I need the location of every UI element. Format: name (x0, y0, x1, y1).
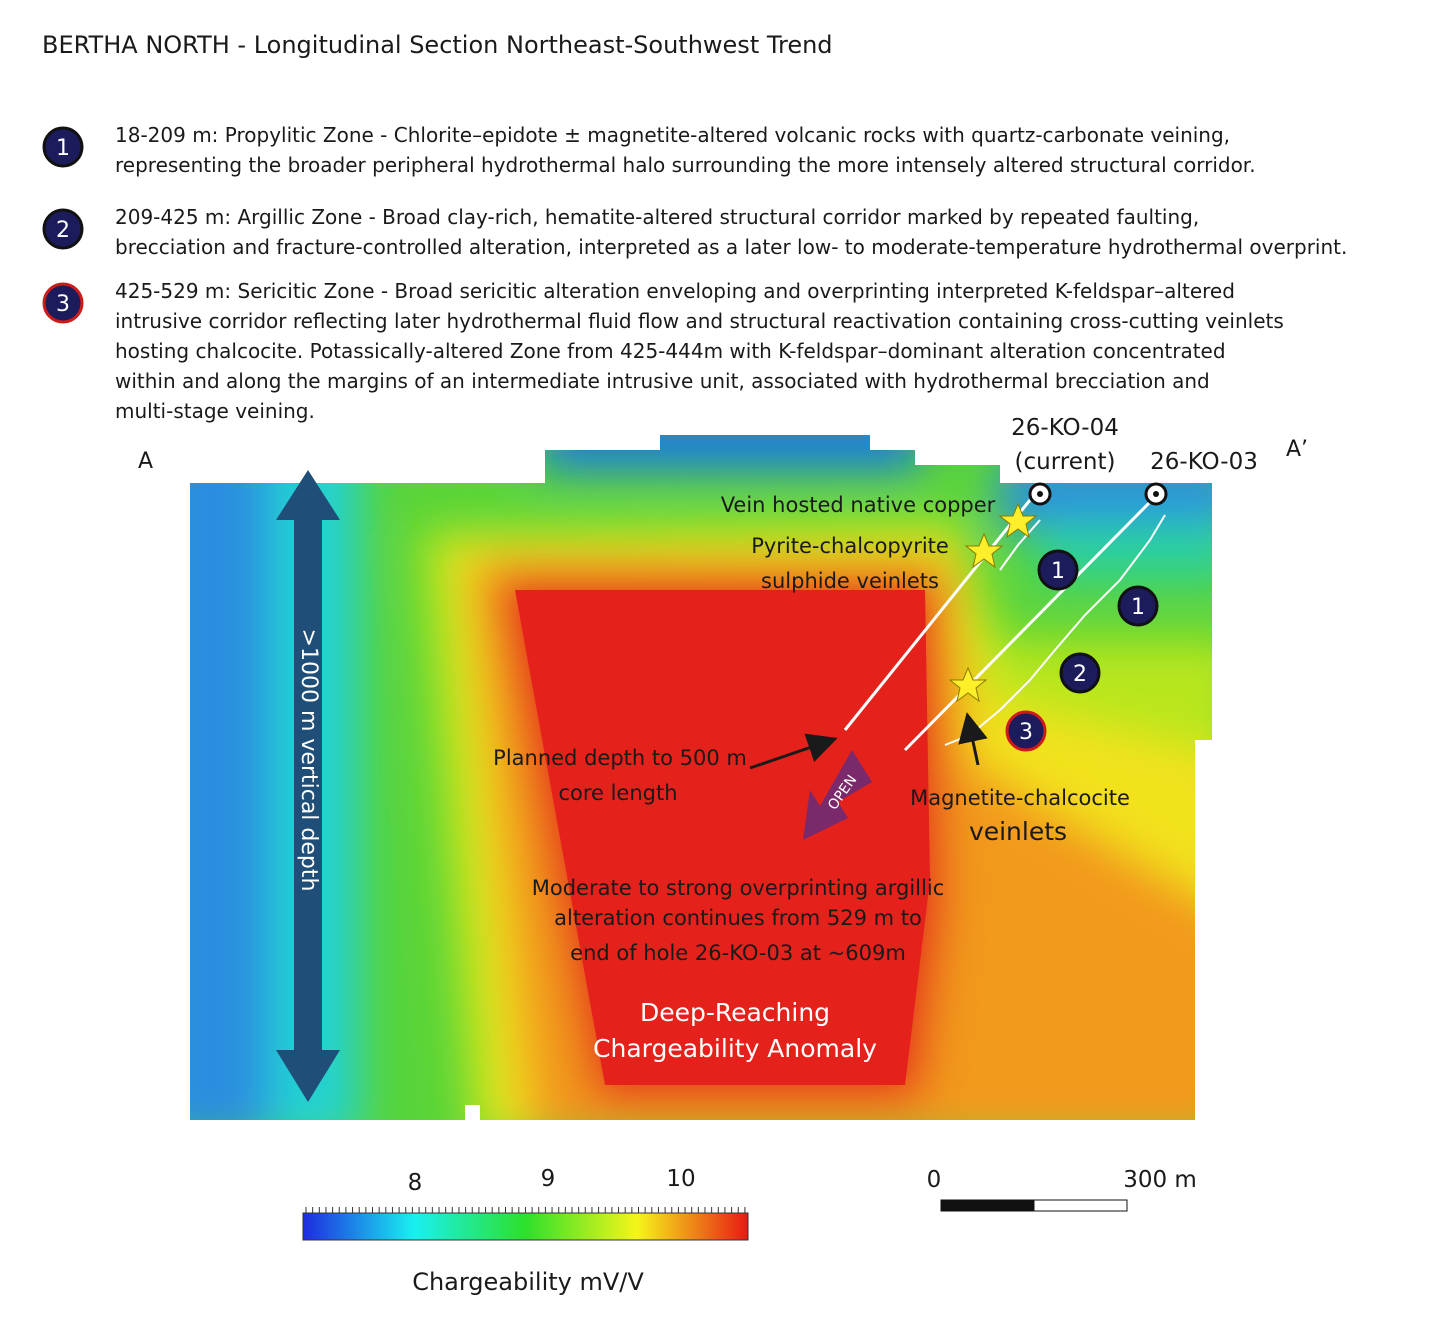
title: BERTHA NORTH - Longitudinal Section Nort… (42, 31, 833, 59)
annotation: veinlets (969, 817, 1067, 846)
hole-label: 26-KO-03 (1150, 449, 1258, 475)
annotation: Pyrite-chalcopyrite (751, 534, 949, 558)
zone-marker (1117, 585, 1159, 627)
scale-bar: 0 300 m (927, 1167, 1197, 1212)
zone-marker (42, 126, 84, 168)
scale-label: 0 (927, 1167, 942, 1193)
section-end-label: A (138, 449, 153, 474)
zone-number: 2 (1073, 662, 1087, 687)
legend-text: 425-529 m: Sericitic Zone - Broad serici… (115, 279, 1235, 303)
annotation: Vein hosted native copper (721, 493, 996, 517)
depth-label: >1000 m vertical depth (296, 629, 321, 892)
zone-number: 3 (56, 292, 70, 317)
legend-text: intrusive corridor reflecting later hydr… (115, 309, 1284, 333)
hole-note: (current) (1015, 449, 1116, 475)
stars (948, 502, 1038, 703)
zone-number: 1 (1131, 595, 1145, 620)
section-end-label: A’ (1286, 437, 1308, 462)
colorbar-title: Chargeability mV/V (412, 1268, 644, 1296)
zone-marker (42, 282, 84, 324)
annotation: sulphide veinlets (761, 569, 939, 593)
zone-marker (1005, 710, 1047, 752)
colorbar-tick-label: 8 (408, 1170, 423, 1196)
annotation: Moderate to strong overprinting argillic (532, 876, 944, 900)
annotation: end of hole 26-KO-03 at ~609m (570, 941, 906, 965)
zone-number: 1 (1051, 559, 1065, 584)
colorbar-tick-label: 9 (541, 1166, 556, 1192)
legend-text: representing the broader peripheral hydr… (115, 153, 1256, 177)
colorbar: 8 9 10 Chargeability mV/V (302, 1166, 749, 1296)
legend-text: within and along the margins of an inter… (115, 369, 1210, 393)
zone-marker (1037, 549, 1079, 591)
collars (1028, 482, 1168, 506)
annotation: core length (558, 781, 677, 805)
depth-arrow: >1000 m vertical depth (276, 470, 340, 1102)
hole-label: 26-KO-04 (1011, 415, 1119, 441)
zone-number: 1 (56, 136, 70, 161)
zone-number: 3 (1019, 720, 1033, 745)
zone-marker (1059, 652, 1101, 694)
chargeability-section (190, 435, 1212, 1120)
legend-text: hosting chalcocite. Potassically-altered… (115, 339, 1226, 363)
zone-markers: 1 1 2 3 (1005, 549, 1159, 752)
legend-text: 18-209 m: Propylitic Zone - Chlorite–epi… (115, 123, 1230, 147)
annotation: Deep-Reaching (640, 998, 830, 1027)
scale-label: 300 m (1123, 1167, 1197, 1193)
annotation: Magnetite-chalcocite (910, 786, 1130, 810)
legend-text: brecciation and fracture-controlled alte… (115, 235, 1347, 259)
annotation: Chargeability Anomaly (593, 1034, 877, 1063)
colorbar-tick-label: 10 (666, 1166, 695, 1192)
legend-text: multi-stage veining. (115, 399, 315, 423)
annotation: alteration continues from 529 m to (554, 906, 922, 930)
zone-number: 2 (56, 218, 70, 243)
legend-text: 209-425 m: Argillic Zone - Broad clay-ri… (115, 205, 1199, 229)
legend: 1 18-209 m: Propylitic Zone - Chlorite–ep… (42, 123, 1347, 423)
zone-marker (42, 208, 84, 250)
annotation: Planned depth to 500 m (493, 746, 747, 770)
